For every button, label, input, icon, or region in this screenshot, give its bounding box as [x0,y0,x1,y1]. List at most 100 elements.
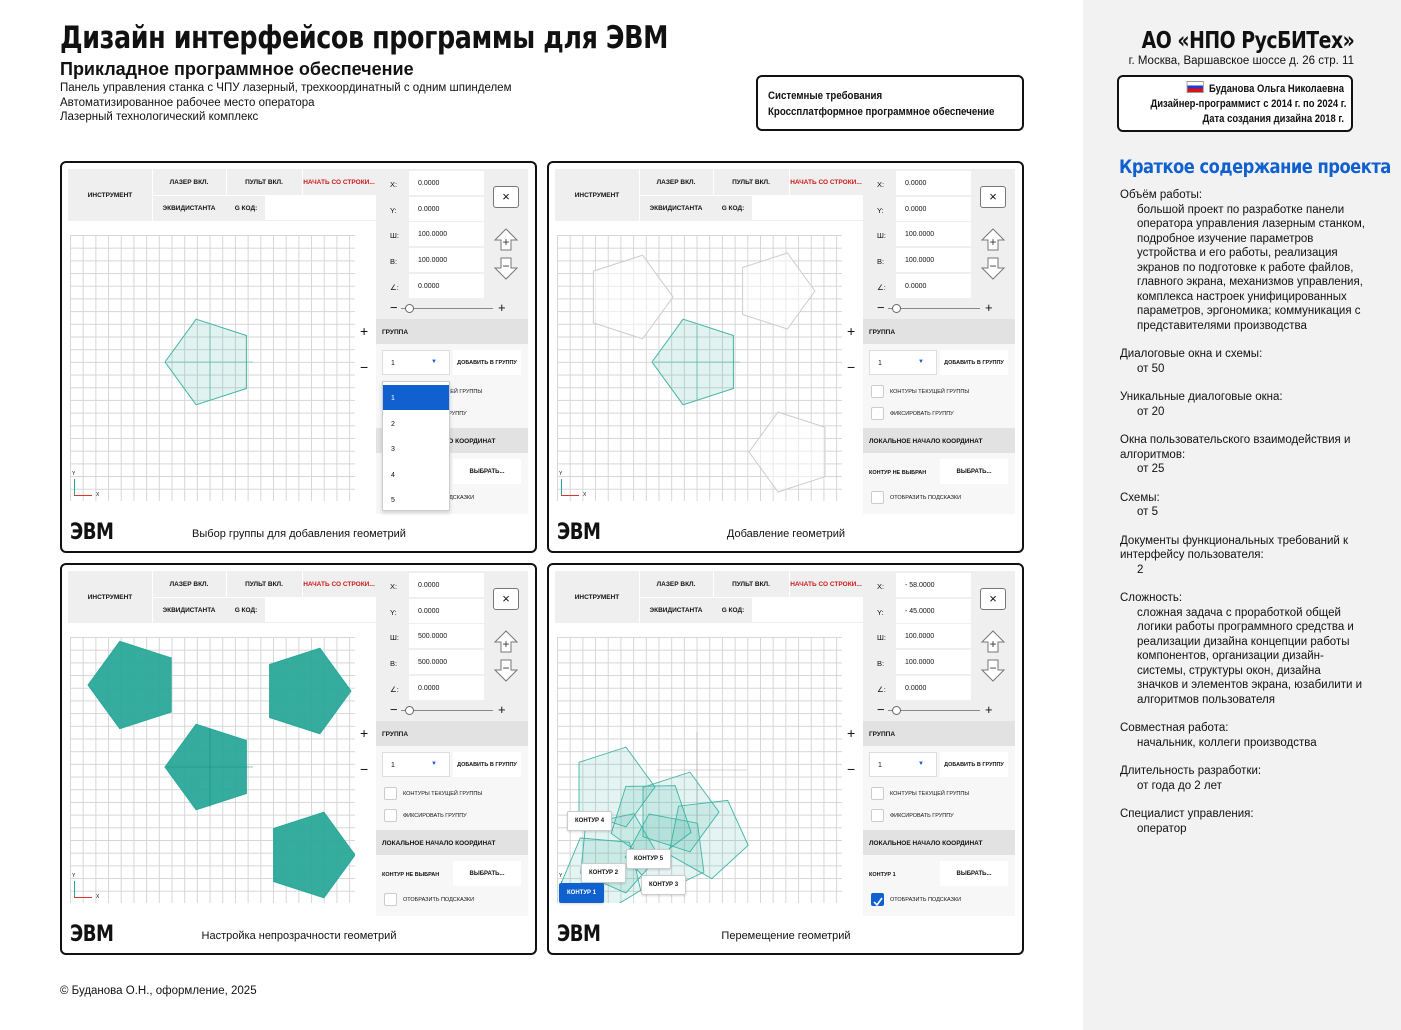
zoom-slider-knob[interactable] [892,706,901,715]
start-from-line-link[interactable]: НАЧАТЬ СО СТРОКИ... [790,581,862,588]
height-field[interactable]: 100.0000 [896,248,971,272]
zoom-out-button[interactable]: − [390,702,398,717]
choose-contour-button[interactable]: ВЫБРАТЬ... [940,861,1008,886]
contours-current-group-checkbox[interactable] [871,385,884,398]
angle-field[interactable]: 0.0000 [896,676,971,700]
zoom-slider-knob[interactable] [892,304,901,313]
laser-on-button[interactable]: ЛАЗЕР ВКЛ. [656,179,696,186]
dropdown-option[interactable]: 2 [391,420,395,428]
start-from-line-link[interactable]: НАЧАТЬ СО СТРОКИ... [303,581,375,588]
choose-contour-button[interactable]: ВЫБРАТЬ... [940,459,1008,484]
show-hints-checkbox[interactable] [384,893,397,906]
add-to-group-button[interactable]: ДОБАВИТЬ В ГРУППУ [453,752,521,777]
drawing-canvas[interactable] [557,637,842,903]
height-field[interactable]: 100.0000 [409,248,484,272]
pentagon-shape[interactable] [578,746,656,828]
laser-on-button[interactable]: ЛАЗЕР ВКЛ. [169,581,209,588]
panel-on-button[interactable]: ПУЛЬТ ВКЛ. [732,179,770,186]
contour-tag[interactable]: КОНТУР 2 [581,863,627,883]
group-dropdown-list[interactable]: 1 2 3 4 5 [382,381,450,511]
contours-current-group-checkbox[interactable] [384,787,397,800]
pentagon-shape[interactable] [642,771,720,853]
zoom-in-button[interactable]: + [985,300,993,315]
drawing-canvas[interactable] [70,235,355,501]
angle-field[interactable]: 0.0000 [409,274,484,298]
start-from-line-link[interactable]: НАЧАТЬ СО СТРОКИ... [303,179,375,186]
x-field[interactable]: 0.0000 [409,573,484,597]
x-field[interactable]: 0.0000 [896,171,971,195]
width-field[interactable]: 100.0000 [896,222,971,246]
drawing-canvas[interactable] [70,637,355,903]
start-from-line-link[interactable]: НАЧАТЬ СО СТРОКИ... [790,179,862,186]
pentagon-shape[interactable] [269,647,352,735]
gcode-input[interactable] [265,196,376,220]
zoom-out-button[interactable]: − [390,300,398,315]
canvas-zoom-out-button[interactable]: − [847,761,856,777]
zoom-slider-knob[interactable] [405,304,414,313]
tool-button[interactable]: ИНСТРУМЕНТ [574,594,620,601]
zoom-slider-track[interactable] [888,308,980,309]
y-field[interactable]: - 45.0000 [896,599,971,623]
x-field[interactable]: 0.0000 [409,171,484,195]
gcode-input[interactable] [265,598,376,622]
tool-button[interactable]: ИНСТРУМЕНТ [574,192,620,199]
dropdown-option[interactable]: 4 [391,471,395,479]
panel-on-button[interactable]: ПУЛЬТ ВКЛ. [732,581,770,588]
canvas-zoom-in-button[interactable]: + [360,323,369,339]
add-to-group-button[interactable]: ДОБАВИТЬ В ГРУППУ [453,350,521,375]
contour-tag[interactable]: КОНТУР 5 [626,849,672,869]
fix-group-checkbox[interactable] [871,809,884,822]
dropdown-option[interactable]: 5 [391,497,395,504]
show-hints-checkbox[interactable] [871,893,884,907]
arrow-down-button[interactable]: − [980,657,1006,683]
group-select[interactable]: 1 ▼ [382,752,450,777]
y-field[interactable]: 0.0000 [409,197,484,221]
add-to-group-button[interactable]: ДОБАВИТЬ В ГРУППУ [940,752,1008,777]
close-button[interactable]: × [980,588,1006,610]
arrow-down-button[interactable]: − [493,255,519,281]
width-field[interactable]: 100.0000 [409,222,484,246]
pentagon-shape[interactable] [748,411,826,493]
zoom-in-button[interactable]: + [498,702,506,717]
dropdown-option[interactable]: 1 [383,385,449,410]
zoom-in-button[interactable]: + [498,300,506,315]
tool-button[interactable]: ИНСТРУМЕНТ [87,594,133,601]
tool-button[interactable]: ИНСТРУМЕНТ [87,192,133,199]
canvas-zoom-in-button[interactable]: + [360,725,369,741]
choose-contour-button[interactable]: ВЫБРАТЬ... [453,861,521,886]
pentagon-shape[interactable] [668,799,749,880]
fix-group-checkbox[interactable] [871,407,884,420]
panel-on-button[interactable]: ПУЛЬТ ВКЛ. [245,179,283,186]
arrow-up-button[interactable]: + [493,629,519,655]
arrow-up-button[interactable]: + [980,629,1006,655]
zoom-slider-track[interactable] [401,710,493,711]
angle-field[interactable]: 0.0000 [896,274,971,298]
panel-on-button[interactable]: ПУЛЬТ ВКЛ. [245,581,283,588]
height-field[interactable]: 100.0000 [896,650,971,674]
zoom-slider-knob[interactable] [405,706,414,715]
contour-tag[interactable]: КОНТУР 4 [567,811,613,831]
close-button[interactable]: × [493,186,519,208]
angle-field[interactable]: 0.0000 [409,676,484,700]
width-field[interactable]: 100.0000 [896,624,971,648]
drawing-canvas[interactable] [557,235,842,501]
canvas-zoom-out-button[interactable]: − [360,359,369,375]
add-to-group-button[interactable]: ДОБАВИТЬ В ГРУППУ [940,350,1008,375]
choose-contour-button[interactable]: ВЫБРАТЬ... [453,459,521,484]
laser-on-button[interactable]: ЛАЗЕР ВКЛ. [656,581,696,588]
zoom-out-button[interactable]: − [877,300,885,315]
x-field[interactable]: - 58.0000 [896,573,971,597]
canvas-zoom-out-button[interactable]: − [847,359,856,375]
group-select[interactable]: 1 ▼ [869,752,937,777]
canvas-zoom-out-button[interactable]: − [360,761,369,777]
show-hints-checkbox[interactable] [871,491,884,504]
arrow-down-button[interactable]: − [493,657,519,683]
contours-current-group-checkbox[interactable] [871,787,884,800]
fix-group-checkbox[interactable] [384,809,397,822]
arrow-up-button[interactable]: + [980,227,1006,253]
contour-tag[interactable]: КОНТУР 3 [641,875,687,895]
canvas-zoom-in-button[interactable]: + [847,323,856,339]
zoom-slider-track[interactable] [888,710,980,711]
pentagon-shape[interactable] [273,811,355,899]
contour-tag[interactable]: КОНТУР 1 [559,883,605,903]
